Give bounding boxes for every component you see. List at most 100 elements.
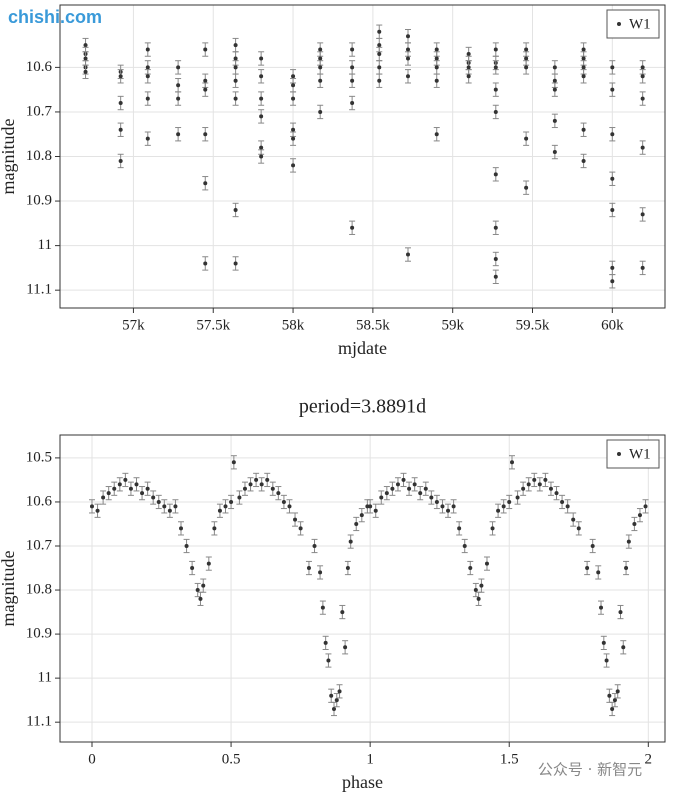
watermark: 公众号 · 新智元 <box>538 761 642 779</box>
point <box>462 543 467 548</box>
point <box>434 56 439 61</box>
point <box>440 504 445 509</box>
legend-marker <box>617 452 621 456</box>
point <box>350 101 355 106</box>
point <box>223 504 228 509</box>
point <box>476 596 481 601</box>
point <box>560 499 565 504</box>
point <box>179 526 183 531</box>
y-tick-label: 11.1 <box>26 714 52 730</box>
point <box>123 477 128 482</box>
point <box>552 87 557 92</box>
point <box>259 145 264 150</box>
point <box>515 495 520 500</box>
point <box>348 539 353 544</box>
point <box>524 185 529 190</box>
point <box>320 605 325 610</box>
point <box>554 491 559 496</box>
point <box>242 486 247 491</box>
point <box>479 583 484 588</box>
point <box>379 495 384 500</box>
legend-box <box>606 9 660 39</box>
point <box>318 47 323 52</box>
x-tick-label: 58.5k <box>356 317 390 333</box>
point <box>276 491 281 496</box>
point <box>233 65 238 70</box>
point <box>134 482 139 487</box>
point <box>643 504 648 509</box>
point <box>640 212 645 217</box>
point <box>291 96 296 101</box>
point <box>484 561 489 566</box>
point <box>350 65 355 70</box>
point <box>291 83 296 88</box>
point <box>640 265 645 270</box>
point <box>524 47 529 52</box>
point <box>377 65 382 70</box>
point <box>118 127 123 132</box>
point <box>493 225 498 230</box>
point <box>604 658 609 663</box>
point <box>640 96 645 101</box>
point <box>640 74 645 79</box>
point <box>581 158 586 163</box>
x-tick-label: 57.5k <box>196 317 230 333</box>
point <box>457 526 462 531</box>
point <box>323 640 328 645</box>
point <box>318 570 323 575</box>
x-tick-label: 60k <box>601 317 624 333</box>
point <box>466 74 471 79</box>
point <box>377 43 382 48</box>
point <box>293 517 298 522</box>
point <box>203 87 208 92</box>
point <box>350 225 355 230</box>
point <box>306 566 311 571</box>
x-tick-label: 58k <box>282 317 305 333</box>
legend-label: W1 <box>629 16 651 32</box>
point <box>451 504 456 509</box>
y-axis-label: magnitude <box>0 119 18 195</box>
point <box>510 460 515 465</box>
point <box>610 132 615 137</box>
point <box>601 640 606 645</box>
x-tick-label: 1 <box>366 751 374 767</box>
point <box>405 34 410 39</box>
x-tick-label: 0 <box>88 751 96 767</box>
point <box>337 689 342 694</box>
y-tick-label: 10.6 <box>26 493 53 509</box>
point <box>83 43 88 48</box>
point <box>359 513 364 518</box>
point <box>217 508 222 513</box>
point <box>446 508 451 513</box>
point <box>195 588 200 593</box>
point <box>233 78 238 83</box>
point <box>329 693 334 698</box>
point <box>145 47 150 52</box>
point <box>434 65 439 70</box>
point <box>610 176 615 181</box>
point <box>326 658 331 663</box>
point <box>501 504 506 509</box>
point <box>434 132 439 137</box>
point <box>390 486 395 491</box>
x-tick-label: 2 <box>645 751 653 767</box>
point <box>548 486 553 491</box>
point <box>318 65 323 70</box>
point <box>581 56 586 61</box>
point <box>466 52 471 57</box>
point <box>576 526 581 531</box>
point <box>176 65 181 70</box>
point <box>162 504 167 509</box>
point <box>434 47 439 52</box>
point <box>590 543 595 548</box>
legend-label: W1 <box>629 446 651 462</box>
point <box>532 477 537 482</box>
point <box>118 101 123 106</box>
point <box>259 114 264 119</box>
point <box>203 261 208 266</box>
point <box>233 207 238 212</box>
point <box>571 517 576 522</box>
point <box>621 645 626 650</box>
point <box>581 127 586 132</box>
point <box>493 256 498 261</box>
